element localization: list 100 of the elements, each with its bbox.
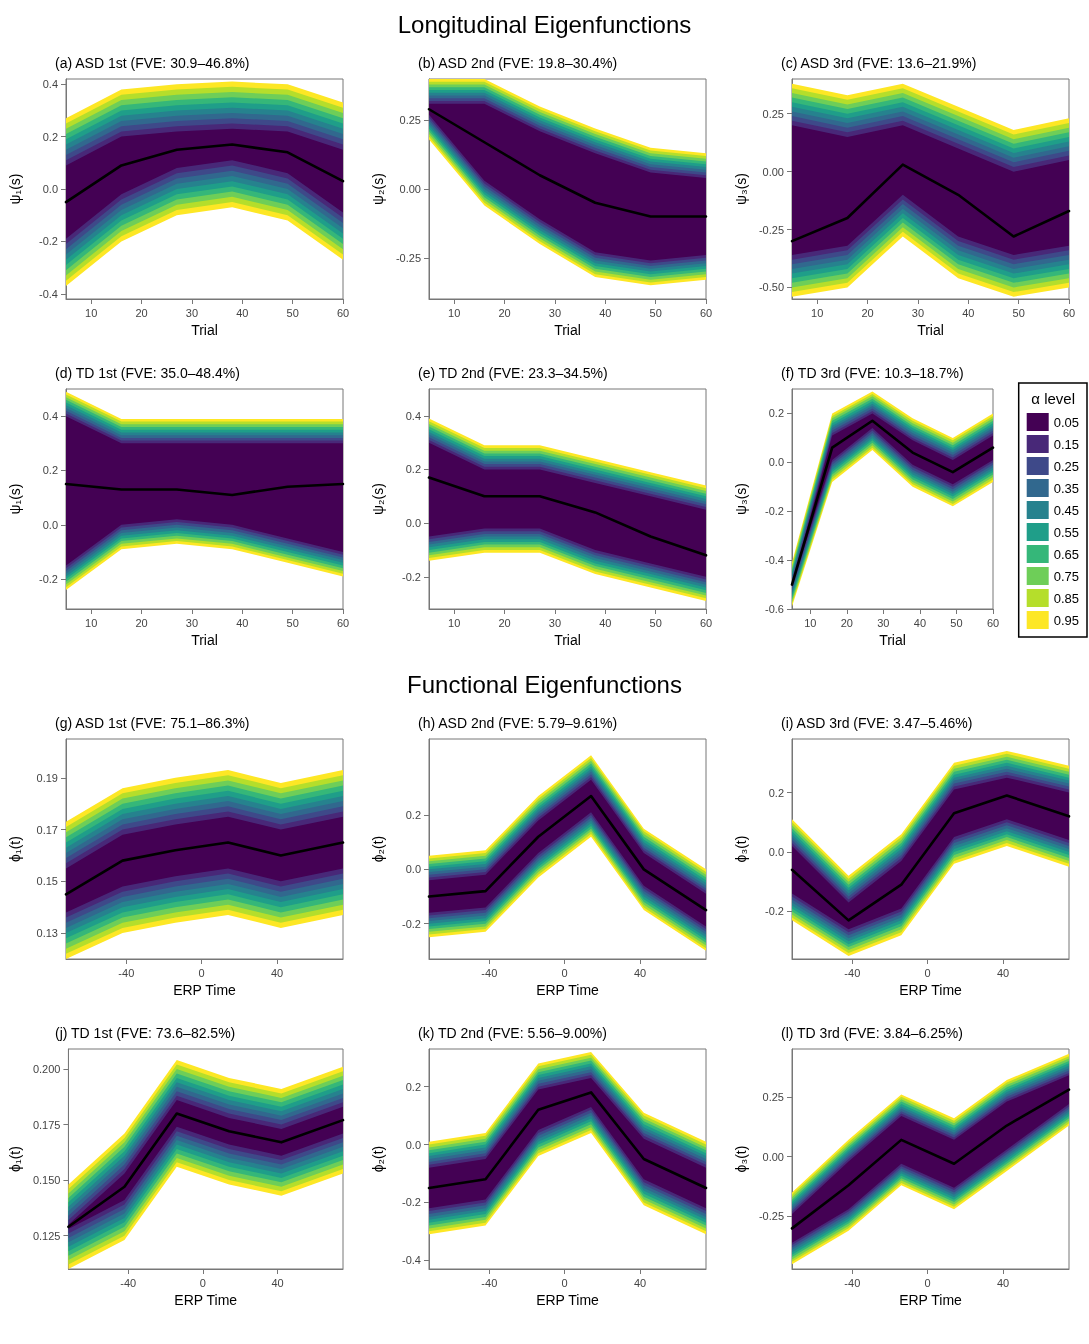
y-tick-label: -0.2: [402, 570, 421, 583]
y-tick-label: 0.2: [768, 786, 784, 799]
y-tick-label: 0.25: [762, 107, 784, 120]
legend-label: 0.65: [1053, 546, 1080, 562]
y-tick-label: 0.2: [42, 464, 58, 477]
y-tick-label: 0.19: [36, 771, 58, 784]
y-tick-label: -0.2: [39, 573, 58, 586]
x-tick-label: 20: [498, 616, 511, 629]
y-axis-title: ϕ₁(t): [7, 1146, 23, 1172]
x-axis-title: Trial: [554, 322, 581, 338]
y-axis-title: ϕ₃(t): [733, 1145, 749, 1173]
legend-label: 0.05: [1053, 414, 1080, 430]
line-series: [790, 1088, 1071, 1230]
x-tick-label: -40: [481, 966, 498, 979]
y-tick-label: 0.25: [399, 114, 421, 127]
legend-label: 0.85: [1053, 590, 1080, 606]
x-tick-label: 0: [199, 1276, 206, 1289]
x-tick-label: -40: [118, 966, 135, 979]
legend-label: 0.95: [1053, 612, 1080, 628]
chart-title: (l) TD 3rd (FVE: 3.84–6.25%): [781, 1025, 963, 1041]
line-series: [790, 163, 1071, 243]
y-tick-label: 0.2: [768, 407, 784, 420]
text: Longitudinal Eigenfunctions: [396, 10, 693, 40]
y-tick-label: -0.50: [758, 281, 784, 294]
chart-title: (i) ASD 3rd (FVE: 3.47–5.46%): [781, 715, 973, 731]
y-axis-title: ψ₁(s): [7, 173, 23, 205]
x-tick-label: 0: [561, 1276, 568, 1289]
line-series: [427, 107, 708, 218]
x-axis-title: ERP Time: [899, 1292, 963, 1308]
x-tick-label: 40: [996, 1276, 1010, 1289]
y-tick-label: 0.17: [36, 823, 58, 836]
y-tick-label: -0.4: [765, 554, 784, 567]
y-tick-label: 0.15: [36, 875, 58, 888]
x-tick-label: 60: [699, 616, 713, 629]
x-axis-title: ERP Time: [899, 982, 963, 998]
y-tick-label: 0.175: [32, 1118, 61, 1131]
x-tick-label: 30: [185, 616, 199, 629]
x-tick-label: -40: [481, 1276, 498, 1289]
x-axis-title: Trial: [191, 632, 218, 648]
x-tick-label: 40: [236, 306, 249, 319]
x-tick-label: 50: [286, 616, 299, 629]
x-axis-title: Trial: [879, 632, 906, 648]
chart-title: (c) ASD 3rd (FVE: 13.6–21.9%): [781, 55, 977, 71]
line-series: [427, 794, 708, 912]
x-tick-label: 40: [633, 966, 647, 979]
y-tick-label: -0.2: [765, 905, 784, 918]
x-tick-label: 10: [85, 306, 98, 319]
y-tick-label: -0.2: [402, 1196, 421, 1209]
y-axis-title: ψ₂(s): [370, 173, 386, 205]
x-tick-label: 10: [804, 616, 817, 629]
x-tick-label: 50: [950, 616, 963, 629]
y-tick-label: 0.00: [762, 1150, 784, 1163]
y-tick-label: 0.00: [762, 165, 784, 178]
y-tick-label: -0.25: [758, 223, 784, 236]
y-axis-title: ψ₂(s): [370, 483, 386, 515]
y-tick-label: 0.2: [405, 463, 421, 476]
x-tick-label: 20: [135, 616, 148, 629]
chart-title: (e) TD 2nd (FVE: 23.3–34.5%): [418, 365, 608, 381]
y-tick-label: 0.13: [36, 927, 58, 940]
x-tick-label: 20: [135, 306, 148, 319]
x-tick-label: 50: [649, 616, 662, 629]
legend-label: 0.15: [1053, 436, 1080, 452]
x-tick-label: 10: [448, 306, 461, 319]
x-tick-label: 50: [1012, 306, 1025, 319]
x-tick-label: 10: [85, 616, 98, 629]
x-tick-label: 40: [996, 966, 1010, 979]
x-tick-label: 0: [924, 1276, 931, 1289]
y-tick-label: -0.6: [765, 603, 784, 615]
legend-label: 0.75: [1053, 568, 1080, 584]
x-tick-label: 40: [962, 306, 975, 319]
y-tick-label: 0.2: [405, 809, 421, 822]
x-tick-label: 10: [448, 616, 461, 629]
x-tick-label: 10: [811, 306, 824, 319]
y-tick-label: -0.2: [39, 235, 58, 248]
x-tick-label: -40: [120, 1276, 137, 1289]
x-tick-label: 40: [599, 306, 612, 319]
legend-label: 0.55: [1053, 524, 1080, 540]
x-tick-label: 40: [236, 616, 249, 629]
y-tick-label: 0.2: [405, 1080, 421, 1093]
x-axis-title: Trial: [191, 322, 218, 338]
x-tick-label: 60: [986, 616, 1000, 629]
chart-title: (j) TD 1st (FVE: 73.6–82.5%): [55, 1025, 236, 1041]
y-axis-title: ψ₃(s): [733, 482, 749, 516]
y-tick-label: -0.25: [758, 1210, 784, 1223]
y-tick-label: 0.150: [32, 1174, 61, 1187]
x-tick-label: 0: [561, 966, 568, 979]
chart-title: (b) ASD 2nd (FVE: 19.8–30.4%): [418, 55, 618, 71]
y-axis-title: ψ₃(s): [733, 172, 749, 206]
x-tick-label: -40: [844, 1276, 861, 1289]
x-axis-title: Trial: [554, 632, 581, 648]
y-tick-label: -0.2: [765, 505, 784, 518]
y-axis-title: ψ₁(s): [7, 483, 23, 515]
y-tick-label: 0.0: [768, 845, 784, 858]
y-tick-label: 0.4: [405, 409, 421, 422]
y-tick-label: 0.00: [399, 183, 421, 195]
chart-title: (g) ASD 1st (FVE: 75.1–86.3%): [55, 715, 250, 731]
line-series: [790, 794, 1071, 922]
legend-label: 0.25: [1053, 458, 1080, 474]
legend-label: 0.35: [1053, 480, 1080, 496]
y-tick-label: 0.125: [32, 1229, 61, 1242]
